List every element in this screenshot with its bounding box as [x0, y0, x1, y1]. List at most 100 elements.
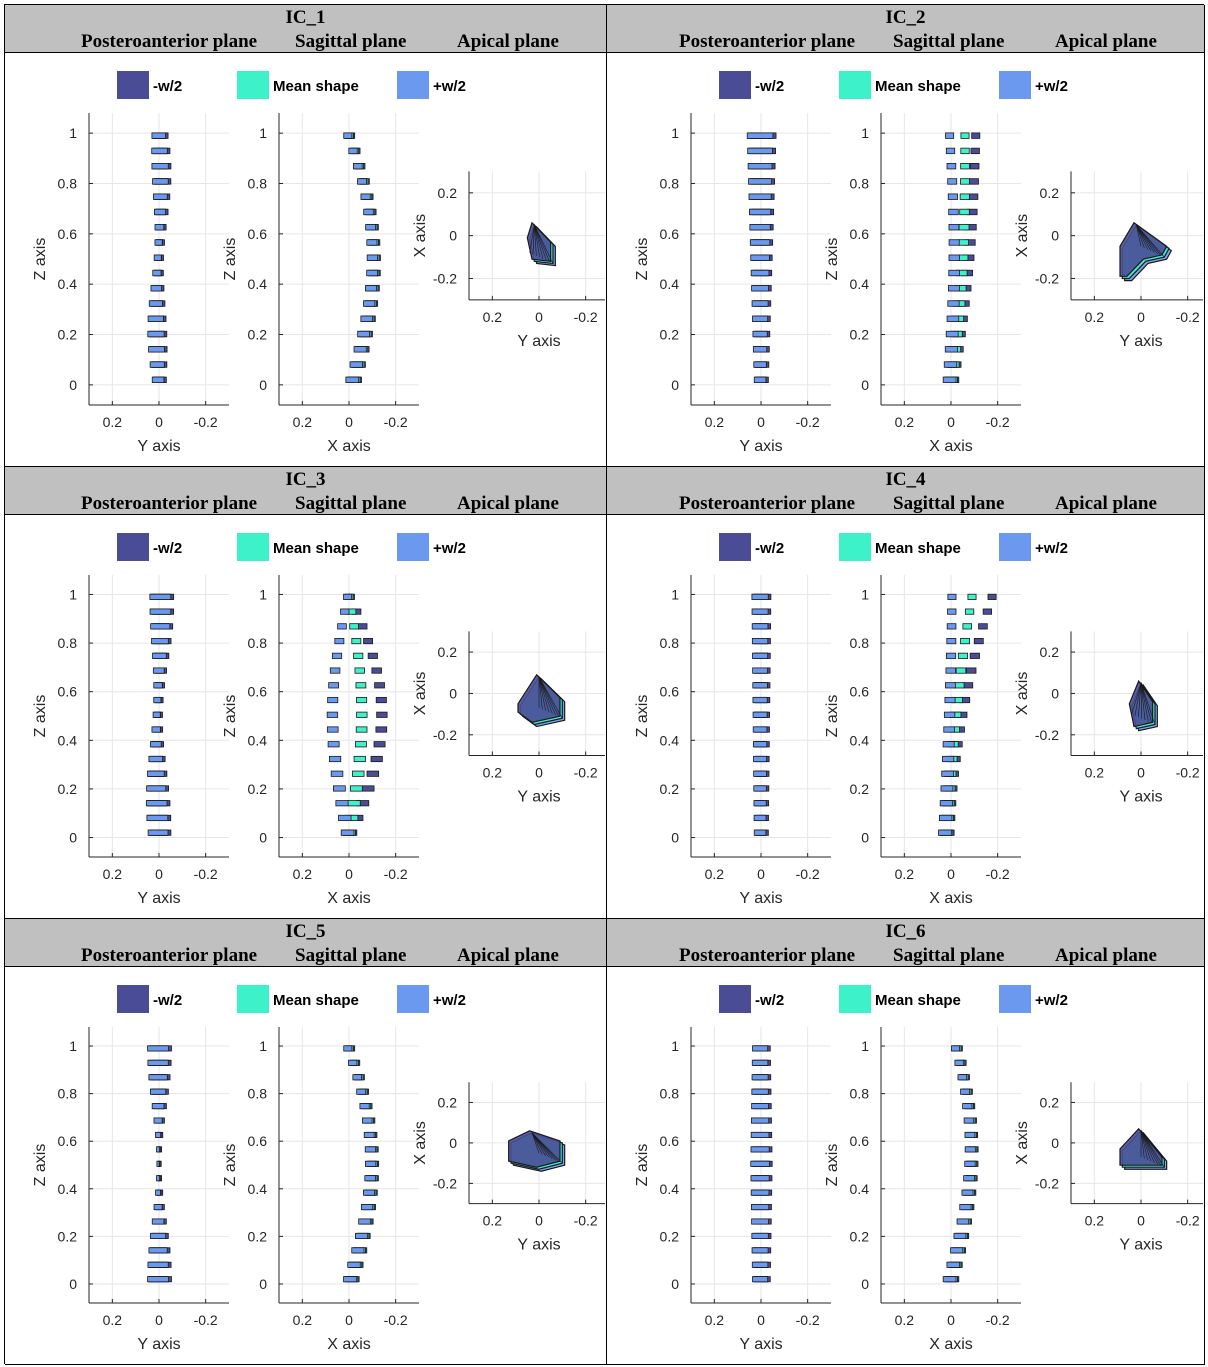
y-axis-label: Z axis: [634, 238, 651, 281]
x-tick-label: 0: [1137, 309, 1145, 325]
apical-axes: 0.2 0 -0.2 -0.2 0 0.2 Y axis X axis: [1014, 171, 1203, 350]
apical-outline-minus: [508, 1130, 561, 1168]
vertebra-sag-mean: [960, 132, 970, 139]
vertebra-sag-plus: [353, 163, 363, 170]
vertebra-pa-plus: [752, 1045, 769, 1052]
apical-edge: [1140, 683, 1149, 722]
y-tick-label: 0.6: [660, 226, 680, 242]
y-tick-label: 0.8: [248, 635, 268, 651]
vertebra-sag-plus: [338, 814, 352, 822]
apical-edge: [534, 224, 547, 261]
legend-label: +w/2: [433, 540, 466, 557]
vertebra-sag-plus: [352, 1074, 363, 1081]
vertebra-pa-plus: [752, 726, 768, 733]
x-tick-label: 0: [947, 414, 955, 430]
x-tick-label: -0.2: [384, 1312, 408, 1328]
y-tick-label: 0.4: [248, 732, 268, 748]
vertebra-sag-mean: [349, 623, 359, 630]
apical-edge: [529, 224, 535, 253]
legend-label: +w/2: [1035, 78, 1068, 95]
vertebra-pa-plus: [751, 623, 769, 630]
vertebra-pa-plus: [147, 1059, 169, 1066]
legend-label: +w/2: [1035, 540, 1068, 557]
vertebra-sag-plus: [348, 1059, 358, 1066]
legend-swatch: [999, 985, 1031, 1013]
vertebra-sag-plus: [953, 1232, 967, 1239]
x-axis-label: X axis: [327, 1336, 371, 1353]
vertebra-sag-plus: [328, 755, 342, 763]
vertebra-pa-plus: [748, 193, 772, 200]
x-axis-label: X axis: [929, 1336, 973, 1353]
vertebra-pa-plus: [147, 330, 165, 338]
sagittal-axes: 0.2 0 -0.2 0 0.2 0.4 0.6 0.8 1 X axis Z axis: [222, 113, 419, 455]
y-tick-label: 0.2: [438, 1094, 458, 1110]
vertebra-sag-plus: [357, 178, 367, 185]
y-tick-label: 0.2: [438, 644, 458, 660]
y-tick-label: 1: [861, 1038, 869, 1054]
y-tick-label: -0.2: [433, 1175, 457, 1191]
apical-edge: [1140, 683, 1152, 724]
x-tick-label: 0: [757, 866, 765, 882]
y-tick-label: 0: [861, 377, 869, 393]
vertebra-pa-plus: [149, 608, 172, 615]
vertebra-pa-plus: [752, 346, 768, 353]
legend-swatch: [397, 985, 429, 1013]
panel-header: IC_1 Posteroanterior plane Sagittal plane A…: [5, 5, 606, 53]
x-tick-label: -0.2: [194, 1312, 218, 1328]
legend-swatch: [719, 71, 751, 99]
vertebra-pa-plus: [150, 741, 162, 748]
vertebra-sag-minus: [373, 741, 386, 748]
y-axis-label: Z axis: [824, 238, 841, 281]
vertebra-pa-plus: [749, 224, 771, 231]
y-tick-label: 0.8: [248, 175, 268, 191]
legend-label: -w/2: [755, 78, 784, 95]
vertebra-sag-plus: [947, 178, 958, 185]
x-tick-label: -0.2: [574, 309, 598, 325]
vertebra-sag-plus: [328, 682, 339, 689]
vertebra-pa-plus: [751, 1103, 769, 1110]
y-tick-label: 0: [671, 1276, 679, 1292]
vertebra-pa-plus: [751, 593, 769, 600]
x-tick-label: -0.2: [986, 866, 1010, 882]
vertebra-sag-minus: [987, 593, 997, 600]
x-tick-label: -0.2: [1176, 309, 1200, 325]
y-tick-label: 0.4: [248, 1181, 268, 1197]
vertebra-pa-plus: [154, 224, 165, 231]
x-tick-label: 0: [757, 414, 765, 430]
vertebra-pa-plus: [153, 1204, 163, 1211]
vertebra-sag-plus: [356, 1088, 367, 1095]
vertebra-sag-plus: [343, 593, 353, 600]
vertebra-pa-plus: [150, 1232, 167, 1239]
vertebra-pa-plus: [151, 726, 161, 733]
apical-axes: 0.2 0 -0.2 -0.2 0 0.2 Y axis X axis: [1014, 1082, 1203, 1254]
vertebra-sag-mean: [962, 623, 973, 630]
vertebra-sag-plus: [326, 726, 339, 733]
y-tick-label: 0.4: [660, 276, 680, 292]
legend-swatch: [999, 533, 1031, 561]
x-tick-label: 0: [345, 866, 353, 882]
vertebra-sag-plus: [945, 682, 956, 689]
vertebra-sag-plus: [359, 1103, 370, 1110]
apical-edge: [1136, 224, 1145, 248]
y-tick-label: 0.8: [660, 175, 680, 191]
vertebra-sag-mean: [353, 652, 364, 659]
vertebra-pa-plus: [750, 1204, 770, 1211]
vertebra-sag-plus: [340, 829, 355, 836]
legend-item: Mean shape: [839, 985, 961, 1013]
y-tick-label: 0.2: [850, 327, 870, 343]
vertebra-sag-plus: [943, 361, 958, 368]
y-tick-label: 1: [861, 125, 869, 141]
y-axis-label: X axis: [412, 214, 429, 258]
vertebra-sag-plus: [343, 132, 353, 139]
y-tick-label: 0.4: [58, 276, 78, 292]
y-axis-label: X axis: [412, 672, 429, 716]
vertebra-pa-plus: [147, 1045, 169, 1052]
vertebra-sag-plus: [941, 770, 954, 777]
legend-item: +w/2: [397, 71, 466, 99]
y-tick-label: 0.2: [1040, 1094, 1060, 1110]
vertebra-sag-plus: [947, 593, 957, 600]
vertebra-sag-minus: [374, 682, 385, 689]
apical-edge: [1131, 683, 1142, 715]
vertebra-sag-plus: [335, 800, 349, 807]
legend-item: Mean shape: [237, 533, 359, 561]
